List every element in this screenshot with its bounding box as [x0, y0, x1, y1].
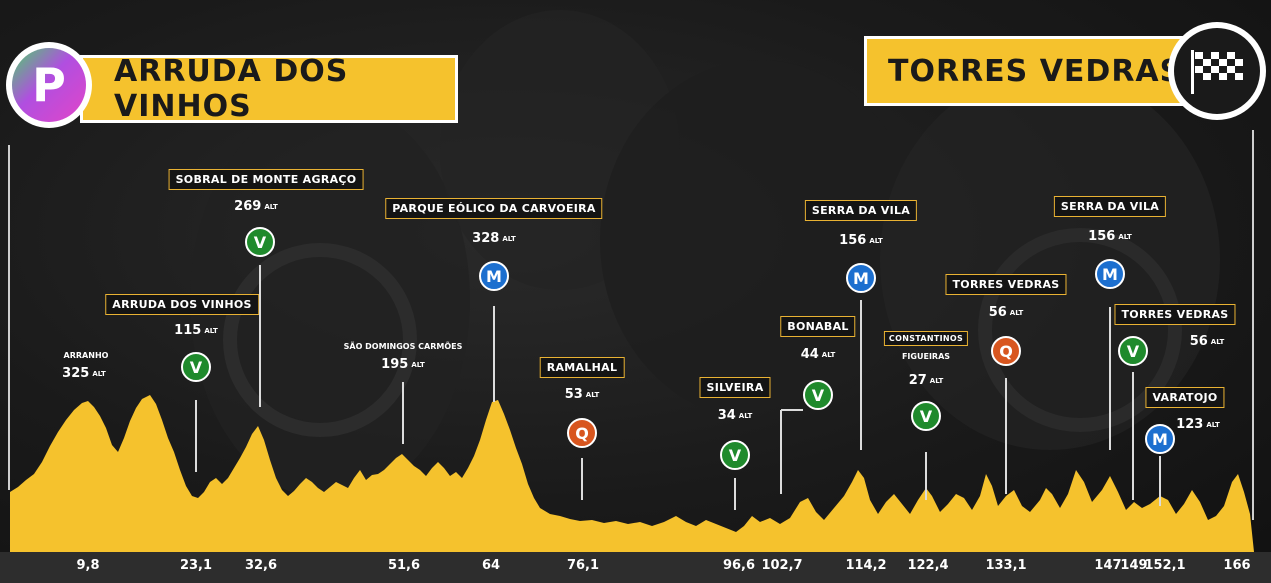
finish-banner: TORRES VEDRAS — [864, 36, 1184, 106]
altitude-sobral: 269 ALT — [234, 199, 278, 214]
point-label-serra-da-vila-2: SERRA DA VILA — [1053, 196, 1167, 217]
pointer-line — [1132, 372, 1134, 500]
point-label-torres-vedras-2: TORRES VEDRAS — [1114, 304, 1236, 325]
point-label-serra-da-vila-1: SERRA DA VILA — [804, 200, 918, 221]
altitude-bonabal: 44 ALT — [800, 347, 836, 362]
finish-logo — [1168, 22, 1266, 120]
pointer-line — [581, 458, 583, 500]
start-logo: P — [6, 42, 92, 128]
pointer-line — [195, 400, 197, 472]
start-edge-line — [8, 145, 10, 490]
km-mark: 23,1 — [179, 558, 213, 573]
altitude-parque: 328 ALT — [472, 231, 516, 246]
km-mark: 147 — [1094, 558, 1122, 573]
km-mark: 9,8 — [76, 558, 100, 573]
point-label-parque: PARQUE EÓLICO DA CARVOEIRA — [385, 198, 603, 219]
point-label-sao-domingos: SÃO DOMINGOS CARMÕES — [343, 342, 463, 351]
km-mark: 76,1 — [566, 558, 600, 573]
point-label-arranho: ARRANHO — [63, 351, 109, 360]
altitude-ramalhal: 53 ALT — [564, 387, 600, 402]
km-mark: 96,6 — [722, 558, 756, 573]
altitude-arranho: 325 ALT — [62, 366, 106, 381]
checkered-flag-icon — [1174, 28, 1260, 114]
pointer-line — [1005, 378, 1007, 494]
climb-q-icon: Q — [991, 336, 1021, 366]
altitude-arruda: 115 ALT — [174, 323, 218, 338]
sprint-v-icon: V — [720, 440, 750, 470]
sprint-v-icon: V — [181, 352, 211, 382]
pointer-line — [780, 410, 782, 494]
altitude-serra-da-vila-1: 156 ALT — [839, 233, 883, 248]
finish-name: TORRES VEDRAS — [888, 53, 1183, 89]
altitude-varatojo: 123 ALT — [1176, 417, 1220, 432]
km-mark: 152,1 — [1144, 558, 1186, 573]
km-mark: 149 — [1120, 558, 1148, 573]
point-label-silveira: SILVEIRA — [699, 377, 771, 398]
km-mark: 32,6 — [244, 558, 278, 573]
km-mark: 122,4 — [907, 558, 949, 573]
climb-m-icon: M — [1095, 259, 1125, 289]
pointer-line — [781, 409, 803, 411]
finish-edge-line — [1252, 130, 1254, 520]
km-mark: 114,2 — [845, 558, 887, 573]
climb-m-icon: M — [846, 263, 876, 293]
pointer-line — [860, 300, 862, 450]
km-mark: 102,7 — [761, 558, 803, 573]
start-name: ARRUDA DOS VINHOS — [114, 54, 349, 124]
km-axis — [0, 552, 1271, 583]
pointer-line — [402, 382, 404, 444]
elevation-area — [10, 395, 1254, 552]
sprint-v-icon: V — [245, 227, 275, 257]
km-mark: 166 — [1223, 558, 1251, 573]
point-label-varatojo: VARATOJO — [1145, 387, 1225, 408]
altitude-serra-da-vila-2: 156 ALT — [1088, 229, 1132, 244]
altitude-silveira: 34 ALT — [717, 408, 753, 423]
altitude-torres-vedras-2: 56 ALT — [1189, 334, 1225, 349]
point-label-sobral: SOBRAL DE MONTE AGRAÇO — [168, 169, 364, 190]
climb-m-icon: M — [479, 261, 509, 291]
climb-q-icon: Q — [567, 418, 597, 448]
pointer-line — [1109, 307, 1111, 450]
sprint-v-icon: V — [1118, 336, 1148, 366]
pointer-line — [734, 478, 736, 510]
altitude-figueiras: 27 ALT — [908, 373, 944, 388]
point-label-ramalhal: RAMALHAL — [539, 357, 625, 378]
point-label-torres-vedras-1: TORRES VEDRAS — [945, 274, 1067, 295]
altitude-torres-vedras-1: 56 ALT — [988, 305, 1024, 320]
pointer-line — [259, 265, 261, 407]
km-mark: 64 — [481, 558, 501, 573]
start-banner: ARRUDA DOS VINHOS — [80, 54, 458, 124]
pointer-line — [493, 306, 495, 402]
point-label-constantinos: CONSTANTINOS — [883, 331, 969, 346]
km-mark: 51,6 — [387, 558, 421, 573]
parking-p-icon: P — [12, 48, 86, 122]
pointer-line — [1159, 456, 1161, 506]
km-mark: 133,1 — [985, 558, 1027, 573]
point-label-figueiras: FIGUEIRAS — [901, 352, 951, 361]
point-label-arruda: ARRUDA DOS VINHOS — [105, 294, 259, 315]
sprint-v-icon: V — [911, 401, 941, 431]
climb-m-icon: M — [1145, 424, 1175, 454]
sprint-v-icon: V — [803, 380, 833, 410]
altitude-sao-domingos: 195 ALT — [381, 357, 425, 372]
pointer-line — [925, 452, 927, 500]
point-label-bonabal: BONABAL — [780, 316, 856, 337]
